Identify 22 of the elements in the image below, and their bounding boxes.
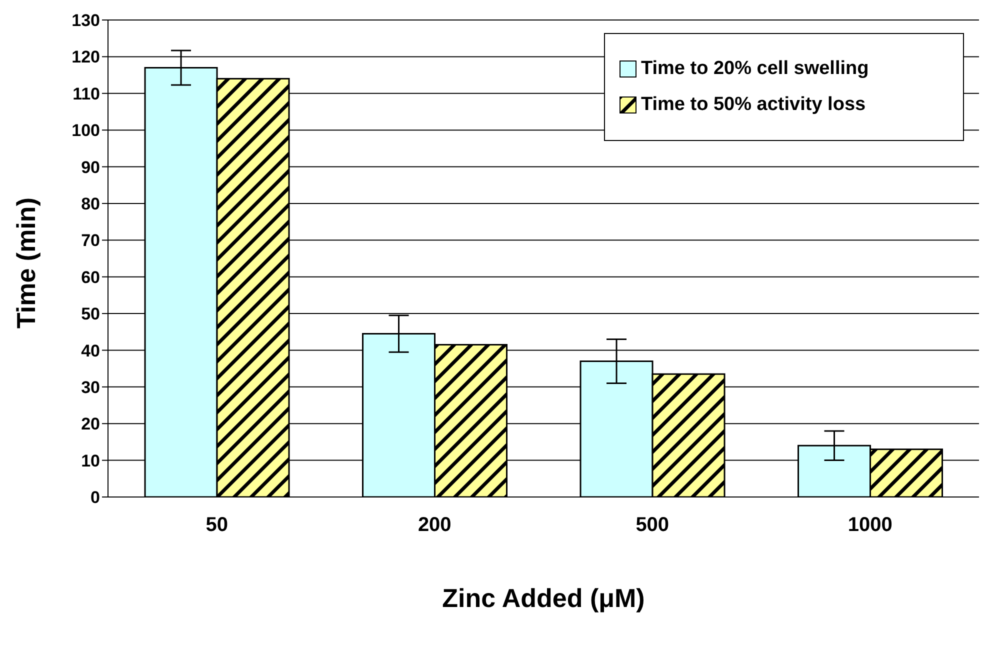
y-tick-label: 20 [81,414,100,434]
x-tick-label: 200 [418,514,452,536]
y-tick-label: 0 [90,488,100,508]
x-tick-label: 50 [206,514,228,536]
y-tick-label: 40 [81,341,100,360]
y-tick-label: 100 [72,121,100,140]
y-tick-label: 30 [81,378,100,397]
x-axis-title: Zinc Added (μM) [442,583,645,613]
x-tick-label: 1000 [848,514,892,536]
y-tick-label: 80 [81,194,100,214]
y-axis-title: Time (min) [11,198,42,328]
y-tick-label: 10 [81,451,100,470]
y-tick-label: 130 [72,11,100,30]
legend-label: Time to 20% cell swelling [641,58,869,80]
y-tick-label: 110 [72,84,100,104]
y-tick-label: 60 [81,268,100,287]
legend-label: Time to 50% activity loss [641,94,866,116]
y-tick-label: 90 [81,158,100,177]
y-tick-label: 120 [72,48,100,67]
y-tick-label: 70 [81,231,100,250]
y-tick-label: 50 [81,304,100,324]
x-tick-label: 500 [636,514,670,536]
